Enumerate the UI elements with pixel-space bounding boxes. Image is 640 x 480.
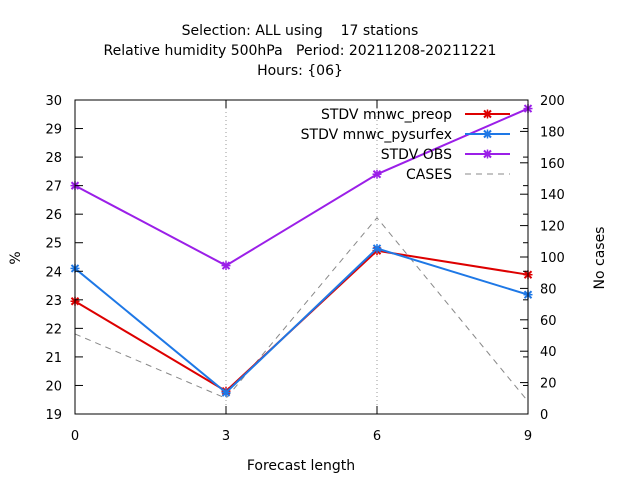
series-line-stdv-obs <box>74 107 529 267</box>
x-axis: 0 3 6 9 <box>71 100 532 444</box>
y2-tick-label: 160 <box>540 157 565 172</box>
y-tick-label: 21 <box>45 351 62 366</box>
legend-label: STDV OBS <box>381 147 452 163</box>
chart-title: Selection: ALL using 17 stations Relative… <box>104 23 497 79</box>
y2-tick-label: 80 <box>540 282 557 297</box>
series-line-stdv-mnwc-pysurfex <box>74 247 529 394</box>
y2-axis: 0 20 40 60 80 100 120 140 160 180 200 <box>520 94 565 423</box>
x-tick-label: 3 <box>222 429 230 444</box>
y-tick-label: 23 <box>45 294 62 309</box>
y2-tick-label: 120 <box>540 220 565 235</box>
y-tick-label: 24 <box>45 265 62 280</box>
y-tick-label: 28 <box>45 151 62 166</box>
y-tick-label: 29 <box>45 123 62 138</box>
y-tick-label: 27 <box>45 180 62 195</box>
series-layer <box>70 104 533 402</box>
title-line-1: Selection: ALL using 17 stations <box>182 23 419 39</box>
y2-tick-label: 40 <box>540 345 557 360</box>
grid <box>225 100 378 414</box>
y-tick-label: 25 <box>45 237 62 252</box>
legend-item-stdv-mnwc-preop: STDV mnwc_preop <box>321 107 510 123</box>
legend-label: STDV mnwc_preop <box>321 107 452 123</box>
y2-tick-label: 140 <box>540 188 565 203</box>
x-axis-label: Forecast length <box>247 458 355 474</box>
x-tick-label: 0 <box>71 429 79 444</box>
y-tick-label: 22 <box>45 322 62 337</box>
x-tick-label: 9 <box>524 429 532 444</box>
y-tick-label: 20 <box>45 379 62 394</box>
plot-frame <box>74 99 529 415</box>
y2-tick-label: 180 <box>540 125 565 140</box>
title-line-3: Hours: {06} <box>257 63 343 79</box>
y-axis-label: % <box>8 251 24 264</box>
y2-axis-label: No cases <box>592 227 608 290</box>
data-point-stdv-mnwc-pysurfex <box>372 243 382 253</box>
legend-item-stdv-obs: STDV OBS <box>381 147 510 163</box>
data-point-stdv-obs <box>372 169 382 179</box>
y2-tick-label: 0 <box>540 408 548 423</box>
legend-item-stdv-mnwc-pysurfex: STDV mnwc_pysurfex <box>301 127 510 143</box>
data-point-stdv-mnwc-pysurfex <box>221 388 231 398</box>
y2-tick-label: 200 <box>540 94 565 109</box>
y2-tick-label: 20 <box>540 377 557 392</box>
y-tick-label: 30 <box>45 94 62 109</box>
data-point-stdv-obs <box>221 261 231 271</box>
y2-tick-label: 100 <box>540 251 565 266</box>
x-tick-label: 6 <box>373 429 381 444</box>
legend-item-cases: CASES <box>406 167 510 183</box>
series-line-cases <box>74 216 529 402</box>
y-tick-label: 19 <box>45 408 62 423</box>
y-axis: 19 20 21 22 23 24 25 26 27 28 29 30 <box>45 94 528 423</box>
title-line-2: Relative humidity 500hPa Period: 2021120… <box>104 43 497 59</box>
y2-tick-label: 60 <box>540 314 557 329</box>
legend-label: CASES <box>406 167 452 183</box>
legend: STDV mnwc_preop STDV mnwc_pysurfex STDV OB… <box>301 107 510 183</box>
legend-label: STDV mnwc_pysurfex <box>301 127 452 143</box>
y-tick-label: 26 <box>45 208 62 223</box>
